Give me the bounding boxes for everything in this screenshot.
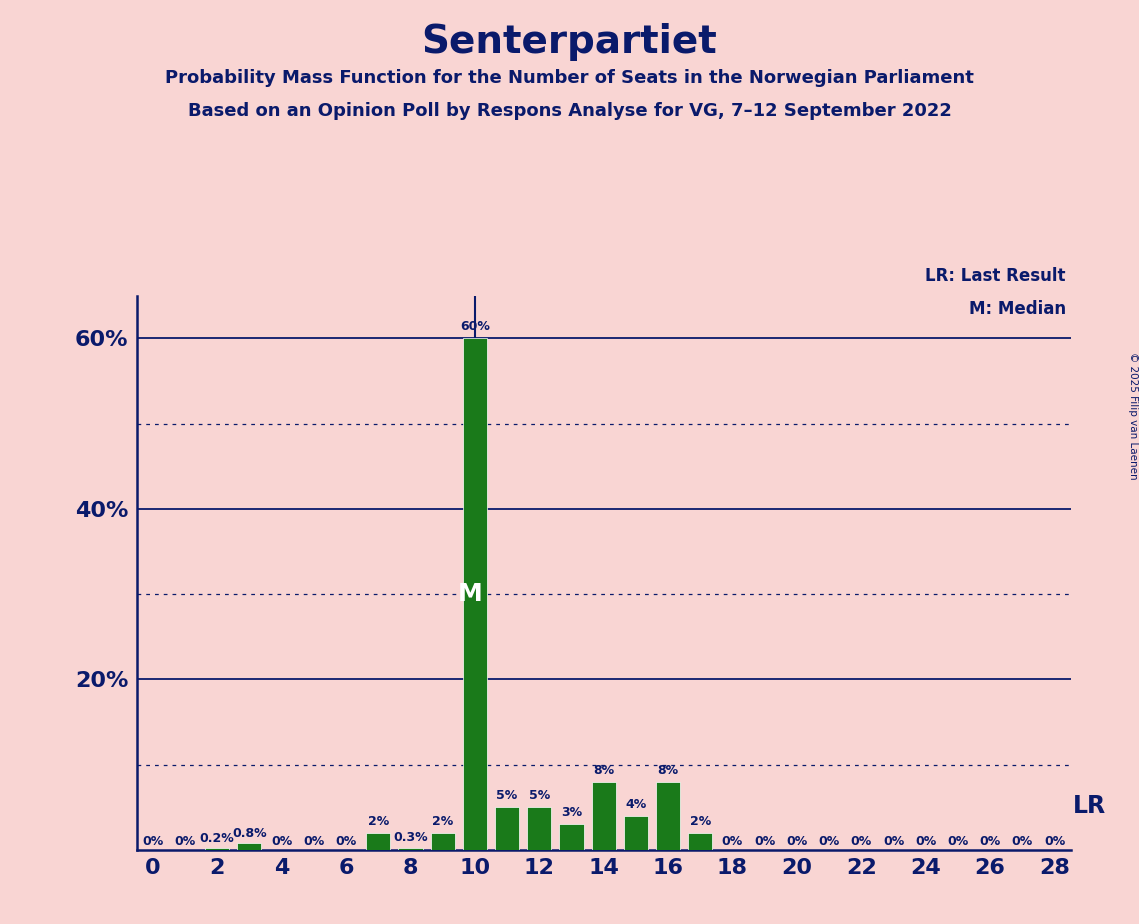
- Bar: [559, 824, 583, 850]
- Text: 3%: 3%: [560, 807, 582, 820]
- Text: 0%: 0%: [722, 835, 743, 848]
- Text: 0.2%: 0.2%: [199, 832, 235, 845]
- Text: 2%: 2%: [689, 815, 711, 828]
- Bar: [205, 848, 229, 850]
- Bar: [527, 808, 551, 850]
- Text: 0%: 0%: [819, 835, 839, 848]
- Text: 0%: 0%: [1011, 835, 1033, 848]
- Text: 0%: 0%: [335, 835, 357, 848]
- Text: 0%: 0%: [786, 835, 808, 848]
- Text: 0%: 0%: [883, 835, 904, 848]
- Text: M: M: [458, 582, 483, 606]
- Bar: [462, 338, 487, 850]
- Text: 0%: 0%: [980, 835, 1001, 848]
- Text: 4%: 4%: [625, 797, 647, 811]
- Text: 0%: 0%: [1044, 835, 1065, 848]
- Bar: [624, 816, 648, 850]
- Bar: [399, 847, 423, 850]
- Bar: [688, 833, 712, 850]
- Text: 0%: 0%: [174, 835, 196, 848]
- Text: 0%: 0%: [948, 835, 968, 848]
- Text: 60%: 60%: [460, 321, 490, 334]
- Text: 0.3%: 0.3%: [393, 831, 428, 845]
- Text: 2%: 2%: [368, 815, 388, 828]
- Text: M: Median: M: Median: [969, 300, 1066, 318]
- Text: 0%: 0%: [754, 835, 776, 848]
- Text: 0%: 0%: [271, 835, 293, 848]
- Bar: [591, 782, 616, 850]
- Text: LR: LR: [1073, 794, 1106, 818]
- Text: 0%: 0%: [303, 835, 325, 848]
- Text: 0%: 0%: [851, 835, 872, 848]
- Text: 0%: 0%: [142, 835, 163, 848]
- Text: 8%: 8%: [593, 764, 614, 777]
- Bar: [431, 833, 454, 850]
- Text: Based on an Opinion Poll by Respons Analyse for VG, 7–12 September 2022: Based on an Opinion Poll by Respons Anal…: [188, 102, 951, 119]
- Bar: [495, 808, 519, 850]
- Bar: [656, 782, 680, 850]
- Text: 0.8%: 0.8%: [232, 827, 267, 840]
- Text: LR: Last Result: LR: Last Result: [926, 267, 1066, 285]
- Text: 0%: 0%: [915, 835, 936, 848]
- Text: © 2025 Filip van Laenen: © 2025 Filip van Laenen: [1129, 352, 1138, 480]
- Bar: [366, 833, 391, 850]
- Text: 8%: 8%: [657, 764, 679, 777]
- Text: 5%: 5%: [528, 789, 550, 802]
- Text: 2%: 2%: [432, 815, 453, 828]
- Text: Senterpartiet: Senterpartiet: [421, 23, 718, 61]
- Bar: [237, 844, 262, 850]
- Text: Probability Mass Function for the Number of Seats in the Norwegian Parliament: Probability Mass Function for the Number…: [165, 69, 974, 87]
- Text: 5%: 5%: [497, 789, 518, 802]
